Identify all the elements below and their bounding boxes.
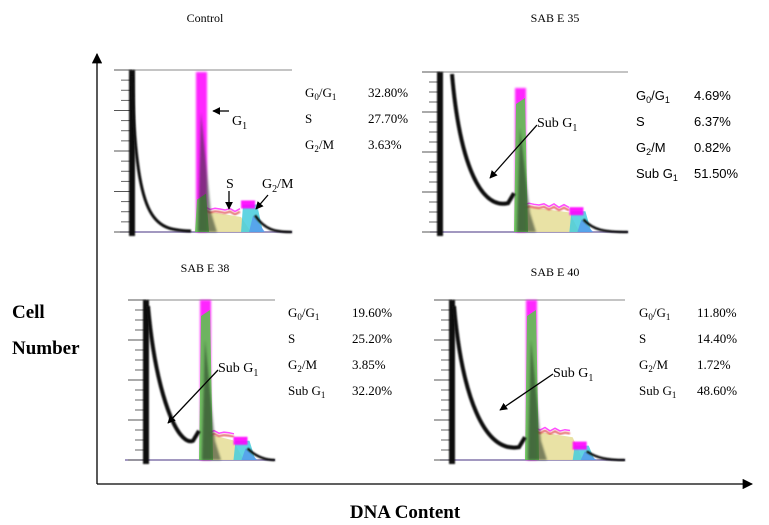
annotation-label: Sub G1 — [218, 361, 258, 379]
stats-table: G0/G1 19.60% S 25.20% G2/M 3.85% Sub G1 32.20% — [288, 305, 392, 400]
g1-peak-shadow — [202, 340, 221, 460]
stat-label: G0/G1 — [305, 85, 336, 102]
stat-value: 32.20% — [352, 383, 392, 398]
annotation-label: Sub G1 — [553, 366, 593, 384]
histogram-tail — [254, 214, 293, 234]
stat-value: 32.80% — [368, 85, 408, 100]
stats-table: G0/G1 4.69% S 6.37% G2/M 0.82% Sub G1 51.50% — [636, 88, 739, 183]
s-phase-area — [535, 431, 583, 460]
annotation-label: S — [226, 177, 234, 192]
panels: Control G1 S G2/M G0/G1 32.80% S 27.70% G2/M 3.63… — [114, 11, 739, 464]
stat-label: S — [288, 331, 295, 346]
annotation-arrow — [167, 369, 219, 424]
g2m-area-blue — [249, 215, 266, 232]
stat-label: S — [636, 114, 645, 129]
panel-title: SAB E 35 — [531, 11, 580, 25]
main-axes — [91, 52, 754, 490]
panel-title: SAB E 38 — [181, 261, 230, 275]
panel-1: Control G1 S G2/M G0/G1 32.80% S 27.70% G2/M 3.63… — [114, 11, 408, 236]
histogram-curve — [450, 73, 516, 206]
stat-value: 3.85% — [352, 357, 386, 372]
stat-label: G0/G1 — [288, 305, 319, 322]
panel-title: Control — [187, 11, 224, 25]
histogram-tail — [246, 447, 276, 462]
stat-label: Sub G1 — [639, 383, 676, 400]
stat-label: G2/M — [305, 137, 335, 154]
g2m-peak-marker — [572, 441, 587, 450]
stat-label: G2/M — [636, 140, 666, 157]
stat-value: 0.82% — [694, 140, 731, 155]
stat-label: S — [305, 111, 312, 126]
stat-value: 27.70% — [368, 111, 408, 126]
stat-label: Sub G1 — [288, 383, 325, 400]
stat-label: G2/M — [639, 357, 669, 374]
g2m-area-blue — [580, 451, 597, 460]
histogram-left-wall — [143, 300, 149, 464]
panel-4: SAB E 40 Sub G1 G0/G1 11.80% S 14.40% G2/M 1.72… — [434, 265, 737, 464]
stats-table: G0/G1 32.80% S 27.70% G2/M 3.63% — [305, 85, 408, 154]
panel-2: SAB E 35 Sub G1 G0/G1 4.69% S 6.37% G2/M 0.82% S… — [422, 11, 739, 236]
stat-value: 48.60% — [697, 383, 737, 398]
y-axis-title-line2: Number — [12, 338, 80, 359]
s-phase-area — [524, 206, 580, 232]
stat-value: 4.69% — [694, 88, 731, 103]
stat-label: G0/G1 — [636, 88, 670, 105]
annotation-label: Sub G1 — [537, 116, 577, 134]
stat-value: 14.40% — [697, 331, 737, 346]
histogram-curve — [452, 305, 527, 450]
stat-value: 11.80% — [697, 305, 737, 320]
histogram-left-wall — [129, 70, 135, 236]
g2m-area-blue — [577, 219, 594, 232]
stat-label: Sub G1 — [636, 166, 678, 183]
stat-value: 6.37% — [694, 114, 731, 129]
annotation-label: G2/M — [262, 177, 294, 195]
annotation-arrow — [489, 124, 538, 179]
x-axis-title: DNA Content — [350, 502, 461, 523]
histogram-left-wall — [437, 72, 443, 236]
panel-title: SAB E 40 — [531, 265, 580, 279]
y-axis-title-line1: Cell — [12, 302, 45, 323]
stat-label: S — [639, 331, 646, 346]
g2m-peak-marker — [569, 207, 584, 216]
stat-label: G2/M — [288, 357, 318, 374]
s-phase-area — [205, 210, 252, 232]
s-phase-outline-magenta — [534, 426, 571, 432]
histogram-curve — [130, 75, 192, 233]
stat-value: 25.20% — [352, 331, 392, 346]
g2m-area-blue — [241, 448, 258, 460]
annotation-arrow — [499, 373, 554, 411]
stat-value: 3.63% — [368, 137, 402, 152]
stat-label: G0/G1 — [639, 305, 670, 322]
panel-3: SAB E 38 Sub G1 G0/G1 19.60% S 25.20% G2/M 3.85… — [125, 261, 392, 464]
g2m-peak-marker — [241, 200, 256, 209]
stat-value: 51.50% — [694, 166, 739, 181]
g1-peak-shadow — [517, 128, 536, 232]
histogram-tail — [586, 450, 626, 462]
histogram-left-wall — [449, 300, 455, 464]
g2m-peak-marker — [233, 436, 248, 445]
stat-value: 19.60% — [352, 305, 392, 320]
histogram-curve — [146, 305, 201, 444]
g1-peak-shadow — [528, 340, 547, 460]
stat-value: 1.72% — [697, 357, 731, 372]
annotation-label: G1 — [232, 114, 247, 132]
stats-table: G0/G1 11.80% S 14.40% G2/M 1.72% Sub G1 48.60% — [639, 305, 737, 400]
histogram-tail — [582, 218, 629, 234]
annotation-arrow — [255, 194, 269, 210]
g1-peak-shadow — [198, 112, 217, 232]
